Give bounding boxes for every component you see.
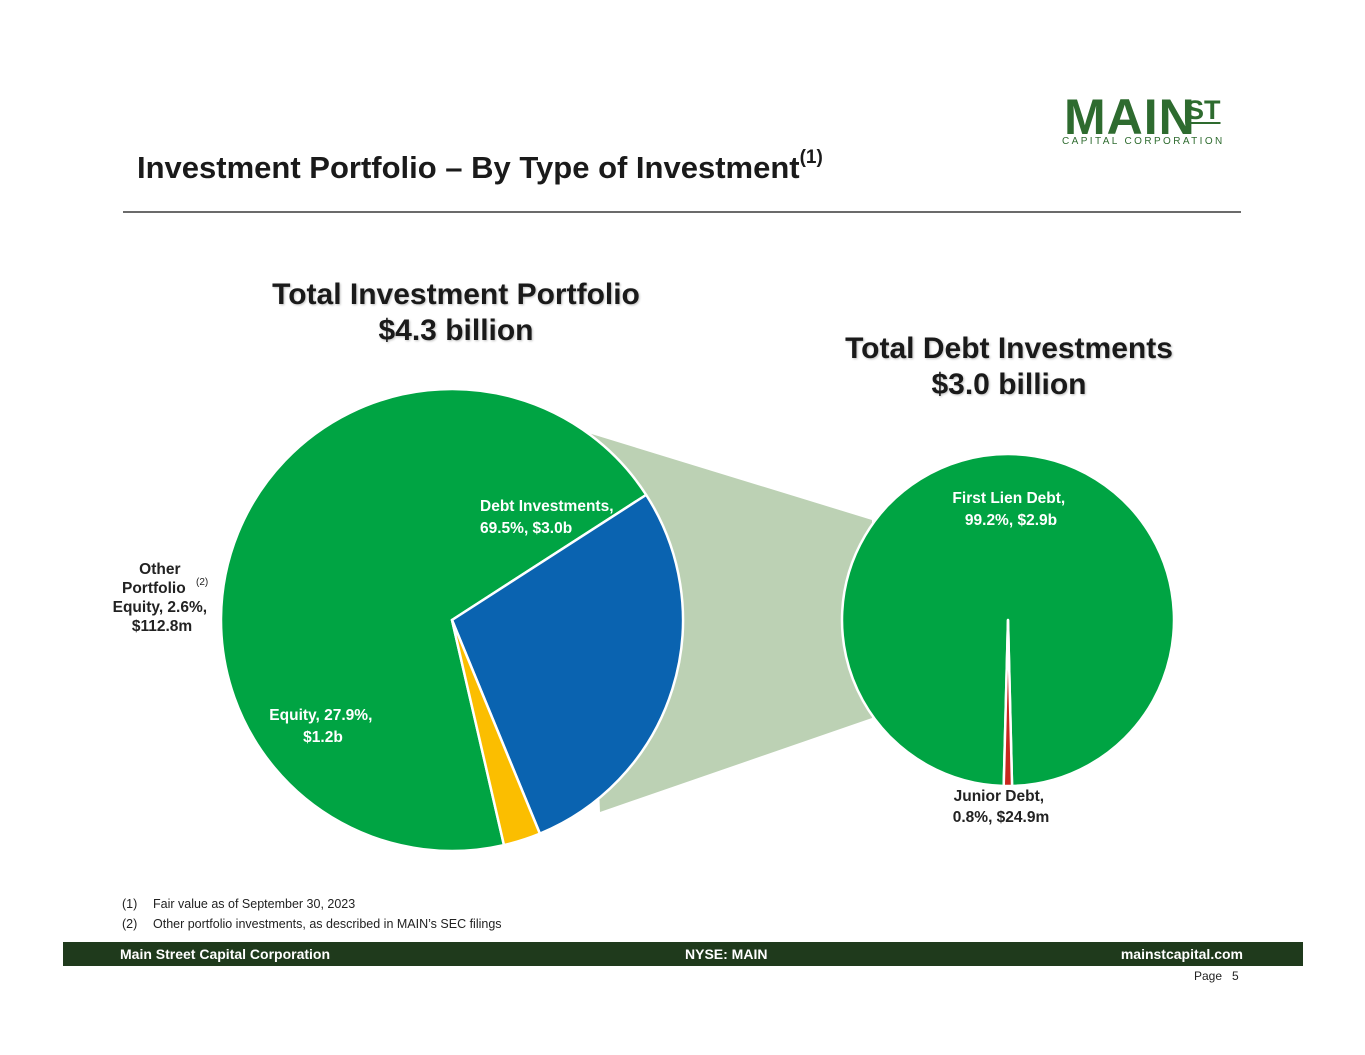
footnote-1: (1) Fair value as of September 30, 2023 bbox=[122, 894, 502, 914]
label-debt-investments: Debt Investments, 69.5%, $3.0b bbox=[480, 498, 618, 537]
page-title: Investment Portfolio – By Type of Invest… bbox=[137, 146, 823, 186]
logo-subtitle: CAPITAL CORPORATION bbox=[1062, 136, 1225, 147]
debt-chart-subtitle: $3.0 billion bbox=[931, 368, 1087, 401]
label-equity-line1: Equity, 27.9%, bbox=[269, 707, 372, 724]
logo-wordmark: MAIN bbox=[1064, 89, 1196, 145]
footnote-1-num: (1) bbox=[122, 897, 138, 911]
page-title-footnote-ref: (1) bbox=[799, 146, 823, 168]
page-number-value: 5 bbox=[1232, 969, 1239, 983]
label-first-lien-line1: First Lien Debt, bbox=[952, 490, 1065, 507]
debt-chart-title: Total Debt Investments bbox=[845, 332, 1173, 365]
page-number-label: Page bbox=[1194, 969, 1223, 983]
label-first-lien-line2: 99.2%, $2.9b bbox=[965, 512, 1057, 529]
title-divider bbox=[123, 211, 1241, 213]
label-other-line1: Other bbox=[139, 561, 180, 578]
footnote-2-text: Other portfolio investments, as describe… bbox=[153, 917, 502, 931]
label-other-line4: $112.8m bbox=[132, 618, 192, 635]
label-equity-line2: $1.2b bbox=[303, 729, 343, 746]
logo-st: ST bbox=[1186, 95, 1221, 125]
debt-pie bbox=[840, 452, 1176, 788]
portfolio-slice-debt-investments bbox=[219, 387, 648, 853]
label-junior-debt: Junior Debt, 0.8%, $24.9m bbox=[953, 788, 1050, 826]
portfolio-chart-heading: Total Investment Portfolio $4.3 billion bbox=[226, 277, 686, 349]
footer-website[interactable]: mainstcapital.com bbox=[1120, 946, 1243, 962]
portfolio-chart-subtitle: $4.3 billion bbox=[378, 314, 534, 347]
label-junior-debt-line2: 0.8%, $24.9m bbox=[953, 809, 1050, 826]
label-other-line3: Equity, 2.6%, bbox=[113, 599, 207, 616]
footer-ticker: NYSE: MAIN bbox=[685, 946, 768, 962]
debt-chart-heading: Total Debt Investments $3.0 billion bbox=[800, 331, 1218, 403]
portfolio-slice-other-portfolio-equity bbox=[450, 618, 542, 847]
footnotes: (1) Fair value as of September 30, 2023 (… bbox=[122, 894, 502, 934]
page-number: Page 5 bbox=[1194, 969, 1239, 983]
label-other-line2: Portfolio bbox=[122, 580, 186, 597]
portfolio-slice-equity bbox=[450, 493, 685, 835]
label-other-footnote-ref: (2) bbox=[196, 577, 208, 588]
label-debt-investments-line2: 69.5%, $3.0b bbox=[480, 520, 572, 537]
label-first-lien-debt: First Lien Debt, 99.2%, $2.9b bbox=[952, 490, 1069, 529]
label-other-portfolio-equity: Other Portfolio Equity, 2.6%, $112.8m bbox=[113, 561, 212, 635]
footnote-2: (2) Other portfolio investments, as descr… bbox=[122, 914, 502, 934]
footer-company: Main Street Capital Corporation bbox=[120, 946, 331, 962]
label-equity: Equity, 27.9%, $1.2b bbox=[269, 707, 376, 746]
footnote-1-text: Fair value as of September 30, 2023 bbox=[153, 897, 356, 911]
portfolio-pie bbox=[219, 387, 685, 853]
footer-bar: Main Street Capital Corporation NYSE: MA… bbox=[63, 942, 1303, 966]
label-debt-investments-line1: Debt Investments, bbox=[480, 498, 614, 515]
page-title-text: Investment Portfolio – By Type of Invest… bbox=[137, 150, 800, 185]
portfolio-chart-title: Total Investment Portfolio bbox=[272, 278, 640, 311]
label-junior-debt-line1: Junior Debt, bbox=[954, 788, 1044, 805]
main-street-logo: MAIN ST CAPITAL CORPORATION bbox=[1058, 92, 1228, 154]
debt-slice-junior-debt bbox=[1002, 618, 1014, 788]
footnote-2-num: (2) bbox=[122, 917, 138, 931]
